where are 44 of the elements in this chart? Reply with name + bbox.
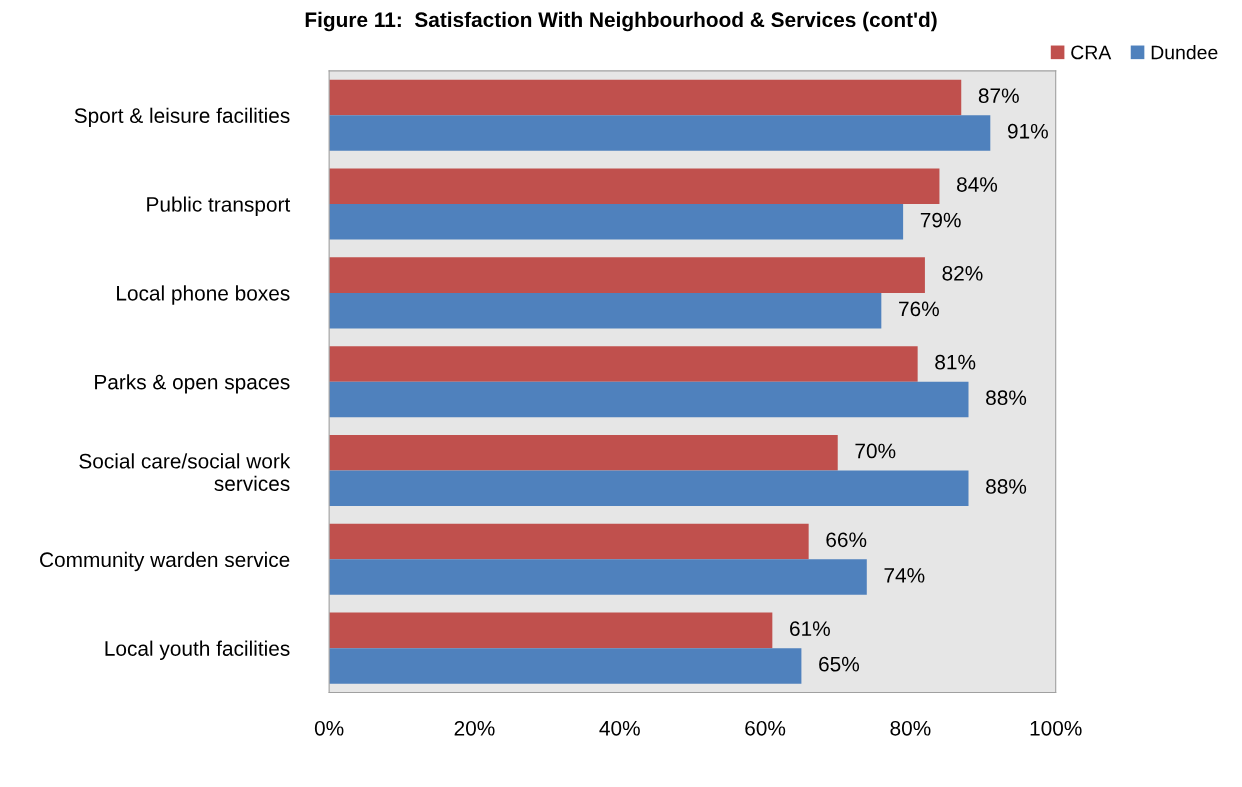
bar	[329, 168, 940, 205]
bar	[329, 346, 918, 382]
y-tick-label: Sport & leisure facilities	[74, 107, 290, 128]
bar	[329, 612, 773, 649]
chart-title: Figure 11: Satisfaction With Neighbourhood & Services (cont'd)	[305, 11, 937, 32]
data-label: 74%	[884, 568, 925, 583]
bar	[329, 381, 969, 418]
x-tick-label: 40%	[599, 720, 640, 736]
bar	[329, 115, 991, 151]
y-tick-label: Community warden service	[40, 551, 290, 572]
x-tick-label: 100%	[1030, 720, 1082, 736]
x-tick-label: 0%	[314, 720, 344, 736]
data-label: 76%	[899, 301, 939, 317]
bar	[329, 559, 867, 595]
bar	[329, 523, 809, 560]
data-label: 66%	[826, 532, 867, 548]
x-tick-label: 60%	[745, 720, 786, 736]
data-label: 79%	[920, 212, 961, 228]
bar	[329, 434, 838, 471]
bar	[329, 79, 962, 116]
bar	[329, 257, 925, 293]
y-tick-label: Parks & open spaces	[95, 374, 290, 394]
data-label: 82%	[942, 265, 983, 281]
data-label: 88%	[986, 479, 1027, 494]
data-label: 88%	[986, 390, 1027, 406]
bar	[329, 648, 802, 684]
bar	[329, 292, 882, 329]
y-tick-label: Local youth facilities	[105, 640, 290, 661]
data-label: 81%	[935, 354, 976, 370]
data-label: 70%	[855, 443, 896, 459]
bar	[329, 204, 904, 240]
legend-label: Dundee	[1151, 45, 1218, 60]
data-label: 91%	[1007, 123, 1048, 139]
data-label: 87%	[978, 88, 1019, 104]
x-tick-label: 80%	[890, 720, 931, 736]
y-tick-label: Local phone boxes	[117, 285, 290, 305]
x-tick-label: 20%	[454, 720, 495, 736]
legend-label: CRA	[1071, 45, 1112, 60]
bar	[329, 470, 969, 507]
data-label: 65%	[819, 656, 860, 672]
data-label: 61%	[790, 621, 830, 636]
y-tick-label: Public transport	[147, 196, 291, 216]
y-tick-label: Social care/social work services	[79, 453, 291, 491]
data-label: 84%	[957, 177, 998, 192]
